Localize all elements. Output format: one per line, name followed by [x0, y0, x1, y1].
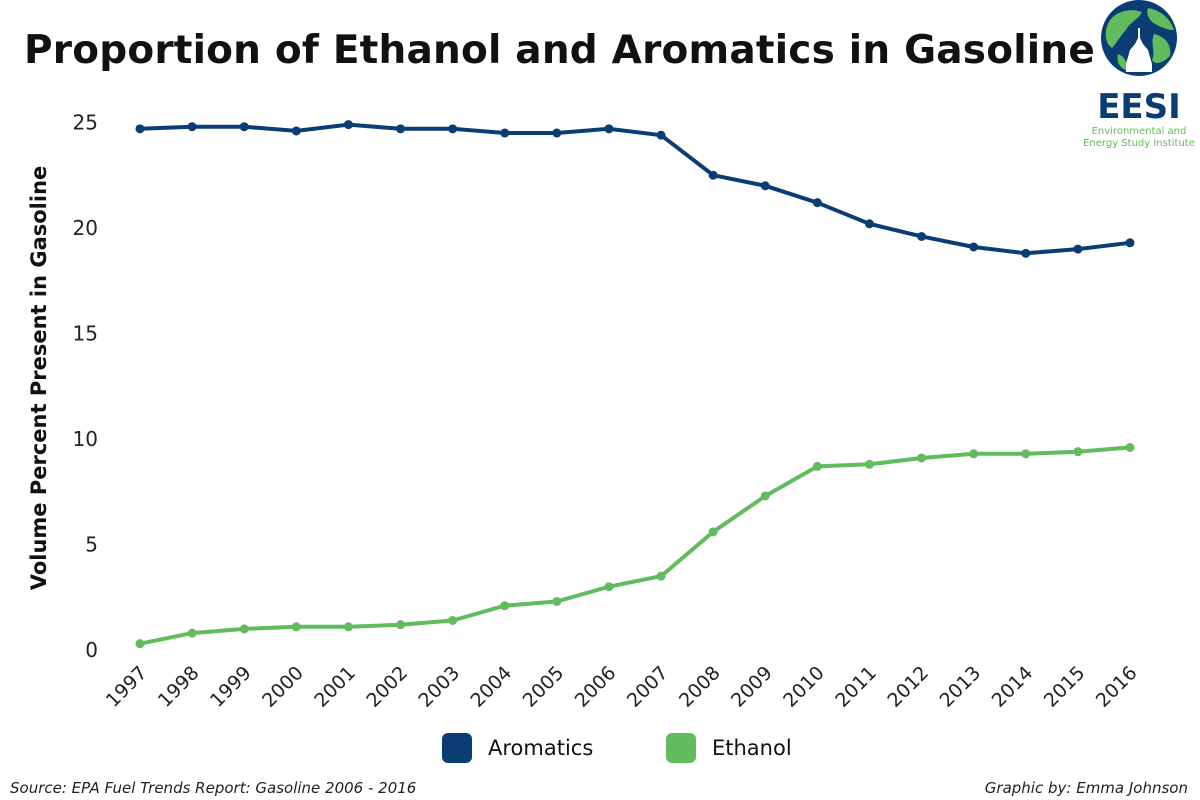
x-tick-label: 2000 — [258, 662, 308, 712]
data-point-aromatics — [291, 126, 301, 136]
logo-subtitle-2: Energy Study Institute — [1083, 138, 1195, 149]
data-point-aromatics — [239, 122, 249, 132]
source-note: Source: EPA Fuel Trends Report: Gasoline… — [10, 779, 417, 797]
eesi-logo: EESI Environmental and Energy Study Inst… — [1083, 0, 1195, 149]
data-point-ethanol — [1021, 449, 1031, 459]
data-point-ethanol — [135, 639, 145, 649]
legend-label-ethanol: Ethanol — [712, 736, 792, 760]
x-tick-label: 2013 — [935, 662, 985, 712]
x-tick-label: 2011 — [831, 662, 881, 712]
data-point-ethanol — [760, 491, 770, 501]
data-point-aromatics — [187, 122, 197, 132]
globe-icon — [1101, 0, 1177, 76]
data-point-aromatics — [760, 181, 770, 191]
x-tick-label: 2004 — [467, 662, 517, 712]
data-point-ethanol — [812, 461, 822, 471]
data-point-aromatics — [604, 124, 614, 134]
x-tick-label: 1999 — [206, 662, 256, 712]
data-point-aromatics — [1125, 238, 1135, 248]
x-tick-label: 2008 — [675, 662, 725, 712]
x-tick-label: 2009 — [727, 662, 777, 712]
x-tick-label: 2014 — [988, 662, 1038, 712]
logo-subtitle-1: Environmental and — [1092, 126, 1187, 137]
data-point-ethanol — [291, 622, 301, 632]
legend-label-aromatics: Aromatics — [488, 736, 594, 760]
x-tick-label: 2015 — [1040, 662, 1090, 712]
credit-note: Graphic by: Emma Johnson — [984, 779, 1188, 797]
data-point-aromatics — [864, 219, 874, 229]
y-tick-label: 0 — [85, 638, 98, 662]
data-point-ethanol — [864, 459, 874, 469]
x-tick-label: 2010 — [779, 662, 829, 712]
x-tick-label: 1998 — [154, 662, 204, 712]
data-point-ethanol — [604, 582, 614, 592]
x-tick-label: 2012 — [883, 662, 933, 712]
series-line-ethanol — [138, 445, 1132, 646]
series-line-aromatics — [138, 122, 1132, 256]
data-point-aromatics — [1021, 248, 1031, 258]
x-tick-label: 2007 — [623, 662, 673, 712]
x-tick-label: 2005 — [519, 662, 569, 712]
x-tick-label: 1997 — [102, 662, 152, 712]
data-point-aromatics — [448, 124, 458, 134]
x-tick-label: 2001 — [310, 662, 360, 712]
data-point-aromatics — [135, 124, 145, 134]
data-point-ethanol — [969, 449, 979, 459]
x-tick-label: 2002 — [362, 662, 412, 712]
data-point-ethanol — [917, 453, 927, 463]
y-tick-label: 20 — [73, 216, 98, 240]
x-tick-label: 2006 — [571, 662, 621, 712]
logo-name: EESI — [1097, 87, 1181, 127]
data-point-aromatics — [812, 198, 822, 208]
data-point-aromatics — [500, 128, 510, 138]
data-point-ethanol — [448, 615, 458, 625]
data-point-aromatics — [969, 242, 979, 252]
y-tick-label: 15 — [73, 322, 98, 346]
data-point-ethanol — [343, 622, 353, 632]
data-point-aromatics — [552, 128, 562, 138]
y-tick-label: 5 — [85, 533, 98, 557]
data-point-ethanol — [656, 571, 666, 581]
data-point-ethanol — [1073, 447, 1083, 457]
data-point-ethanol — [1125, 442, 1135, 452]
data-point-ethanol — [187, 628, 197, 638]
y-tick-label: 25 — [73, 111, 98, 135]
data-point-aromatics — [917, 231, 927, 241]
chart-title: Proportion of Ethanol and Aromatics in G… — [24, 28, 1095, 73]
data-point-aromatics — [1073, 244, 1083, 254]
y-axis-label: Volume Percent Present in Gasoline — [27, 166, 51, 591]
data-point-ethanol — [708, 527, 718, 537]
data-point-aromatics — [656, 130, 666, 140]
legend-swatch-aromatics — [442, 733, 472, 763]
x-axis: 1997 1998 1999 2000 2001 2002 2003 2004 2005 2006… — [102, 662, 1142, 712]
series-layer — [135, 120, 1135, 649]
data-point-aromatics — [343, 120, 353, 130]
data-point-ethanol — [500, 601, 510, 611]
data-point-aromatics — [396, 124, 406, 134]
data-point-ethanol — [396, 620, 406, 630]
y-tick-label: 10 — [73, 427, 98, 451]
x-tick-label: 2003 — [414, 662, 464, 712]
data-point-ethanol — [239, 624, 249, 634]
data-point-ethanol — [552, 596, 562, 606]
legend-swatch-ethanol — [666, 733, 696, 763]
y-axis: 0 5 10 15 20 25 — [73, 111, 98, 663]
x-tick-label: 2016 — [1092, 662, 1142, 712]
data-point-aromatics — [708, 170, 718, 180]
